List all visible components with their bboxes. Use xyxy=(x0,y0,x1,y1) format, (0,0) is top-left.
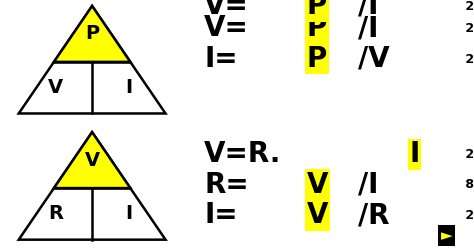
Text: 220 VOLTS = 5500W/25A: 220 VOLTS = 5500W/25A xyxy=(461,22,474,35)
Text: R: R xyxy=(48,204,63,223)
Text: V: V xyxy=(307,201,328,229)
Text: P: P xyxy=(85,25,99,43)
Text: P: P xyxy=(307,45,327,73)
Text: V=R.: V=R. xyxy=(204,140,282,168)
Text: 220 VOLTS = 8,8 OHMS x 25A: 220 VOLTS = 8,8 OHMS x 25A xyxy=(461,148,474,161)
Text: /I: /I xyxy=(358,171,378,199)
Text: /I: /I xyxy=(358,14,378,42)
Text: V=: V= xyxy=(204,0,249,20)
Text: 25 A = 220V/8,8 OHMS: 25 A = 220V/8,8 OHMS xyxy=(461,209,474,222)
Text: V=: V= xyxy=(204,14,249,42)
Text: I: I xyxy=(410,140,419,168)
Text: I: I xyxy=(125,204,132,223)
Polygon shape xyxy=(18,132,165,240)
Text: V: V xyxy=(48,78,63,97)
Text: 220 VOLTS = 5500W/25A: 220 VOLTS = 5500W/25A xyxy=(461,0,474,12)
Text: I=: I= xyxy=(204,201,237,229)
Text: 8,8 OHMS = 220V/25A: 8,8 OHMS = 220V/25A xyxy=(461,178,474,191)
Text: /V: /V xyxy=(358,45,390,73)
Text: R=: R= xyxy=(204,171,249,199)
Text: 25 A = 5500W/220V: 25 A = 5500W/220V xyxy=(461,52,474,65)
Text: /I: /I xyxy=(358,0,378,20)
Polygon shape xyxy=(54,132,130,188)
Text: P: P xyxy=(307,14,327,42)
Text: /R: /R xyxy=(358,201,390,229)
Text: I: I xyxy=(125,78,132,97)
Text: V: V xyxy=(84,151,100,170)
Text: ►: ► xyxy=(440,228,452,243)
Polygon shape xyxy=(54,6,130,62)
Text: V: V xyxy=(307,171,328,199)
Polygon shape xyxy=(18,6,165,114)
Text: I=: I= xyxy=(204,45,237,73)
Text: P: P xyxy=(307,0,327,20)
